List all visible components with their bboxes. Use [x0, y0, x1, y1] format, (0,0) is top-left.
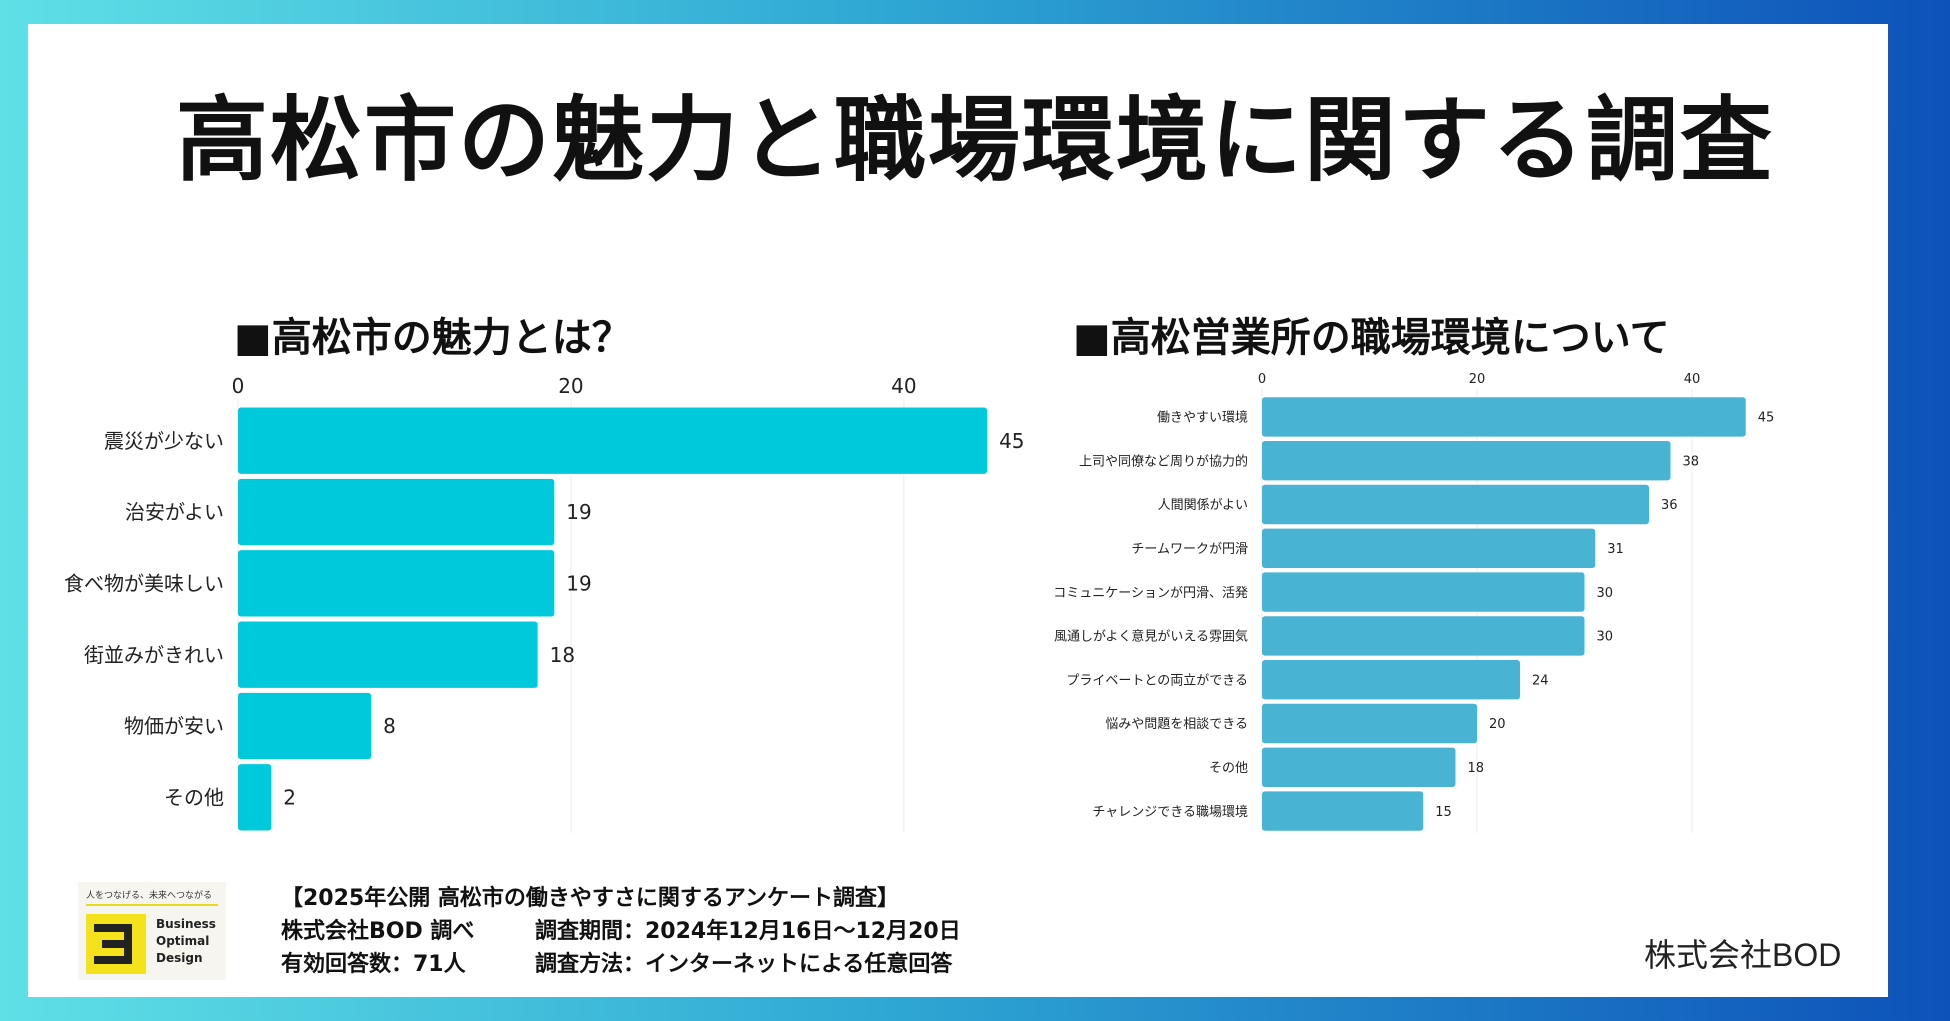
- survey-method: 調査方法：インターネットによる任意回答: [535, 952, 953, 977]
- bar: [238, 621, 538, 688]
- response-count: 有効回答数：71人: [281, 952, 466, 977]
- category-label: その他: [164, 786, 224, 810]
- bod-logo: 人をつなげる、未来へつながる Business Optimal Design: [78, 882, 226, 980]
- x-tick-label: 20: [558, 374, 583, 398]
- x-tick-label: 0: [1258, 372, 1266, 387]
- logo-underline: [86, 904, 218, 906]
- left-chart-title: ■高松市の魅力とは？: [234, 315, 632, 361]
- category-label: チームワークが円滑: [1131, 542, 1248, 557]
- bar: [1262, 747, 1456, 788]
- data-label: 24: [1532, 673, 1549, 688]
- category-label: 悩みや問題を相談できる: [1105, 716, 1248, 732]
- page-title: 高松市の魅力と職場環境に関する調査: [175, 87, 1774, 194]
- category-label: 物価が安い: [124, 714, 224, 738]
- bar: [1262, 484, 1649, 525]
- category-label: 食べ物が美味しい: [64, 572, 224, 596]
- x-tick-label: 0: [232, 374, 245, 398]
- data-label: 30: [1597, 586, 1614, 601]
- bar: [1262, 703, 1477, 744]
- company-name: 株式会社BOD: [1644, 937, 1842, 973]
- category-label: 風通しがよく意見がいえる雰囲気: [1054, 629, 1248, 645]
- category-label: 人間関係がよい: [1158, 498, 1248, 513]
- data-label: 45: [999, 429, 1024, 453]
- data-label: 38: [1683, 454, 1700, 469]
- bar: [1262, 397, 1746, 437]
- bar: [1262, 791, 1424, 831]
- category-label: チャレンジできる職場環境: [1092, 805, 1248, 820]
- bar: [1262, 440, 1671, 481]
- bar: [1262, 659, 1520, 700]
- bar: [238, 478, 555, 546]
- category-label: コミュニケーションが円滑、活発: [1053, 586, 1248, 601]
- category-label: 治安がよい: [125, 500, 224, 524]
- x-tick-label: 40: [1684, 372, 1701, 387]
- x-tick-label: 20: [1469, 372, 1486, 387]
- category-label: 上司や同僚など周りが協力的: [1079, 453, 1248, 469]
- category-label: プライベートとの両立ができる: [1066, 673, 1248, 688]
- category-label: 働きやすい環境: [1157, 411, 1248, 426]
- bar: [1262, 572, 1585, 612]
- logo-line-design: Design: [156, 951, 203, 965]
- bar: [238, 550, 555, 617]
- data-label: 31: [1607, 542, 1624, 557]
- bar: [238, 692, 372, 760]
- data-label: 36: [1661, 498, 1678, 513]
- logo-mark-icon: [86, 914, 146, 974]
- data-label: 18: [1468, 761, 1485, 776]
- data-label: 15: [1435, 805, 1452, 820]
- logo-line-optimal: Optimal: [156, 934, 210, 948]
- data-label: 20: [1489, 717, 1506, 732]
- data-label: 2: [283, 786, 296, 810]
- x-tick-label: 40: [891, 374, 916, 398]
- data-label: 19: [566, 500, 591, 524]
- right-chart-title: ■高松営業所の職場環境について: [1073, 315, 1670, 361]
- data-label: 18: [550, 643, 575, 667]
- data-label: 8: [383, 714, 396, 738]
- category-label: その他: [1209, 761, 1248, 776]
- bar: [238, 764, 272, 831]
- logo-line-business: Business: [156, 917, 216, 931]
- data-label: 30: [1597, 630, 1614, 645]
- survey-footer: 【2025年公開 高松市の働きやすさに関するアンケート調査】 株式会社BOD 調…: [281, 882, 961, 981]
- research-by: 株式会社BOD 調べ: [281, 919, 475, 944]
- survey-name: 【2025年公開 高松市の働きやすさに関するアンケート調査】: [281, 886, 900, 911]
- bar: [1262, 528, 1596, 569]
- data-label: 45: [1758, 411, 1775, 426]
- category-label: 街並みがきれい: [84, 643, 224, 667]
- bar: [1262, 616, 1585, 656]
- bar: [238, 407, 988, 474]
- category-label: 震災が少ない: [104, 429, 224, 453]
- data-label: 19: [566, 572, 591, 596]
- survey-period: 調査期間：2024年12月16日〜12月20日: [535, 919, 961, 944]
- logo-tagline: 人をつなげる、未来へつながる: [86, 891, 213, 901]
